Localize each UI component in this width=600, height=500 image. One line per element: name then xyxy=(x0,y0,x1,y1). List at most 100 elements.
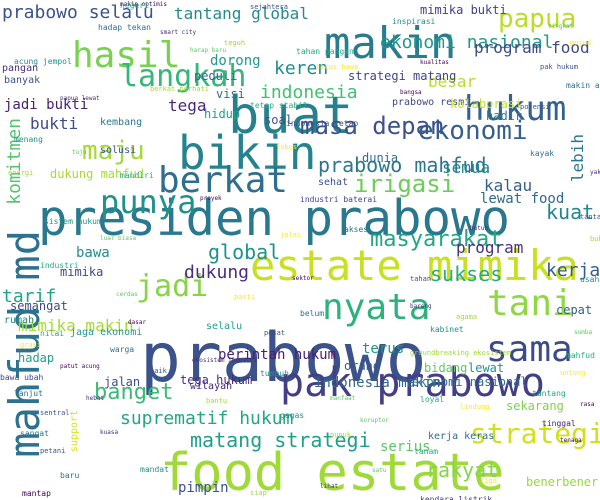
word-kendara-listrik: kendara listrik xyxy=(420,495,493,500)
word-jadi: jadi xyxy=(136,269,209,304)
word-jalan: jalan xyxy=(104,375,141,389)
word-perintah-hukum: perintah hukum xyxy=(218,347,337,363)
word-minor-tantang: tantang xyxy=(580,213,600,221)
word-jaga-ekonomi: jaga ekonomi xyxy=(70,327,143,338)
word-sehat: sehat xyxy=(318,177,349,188)
word-minor-mandat: mandat xyxy=(140,465,169,474)
word-berkat: berkat xyxy=(158,160,289,201)
word-minor-sektor: sektor xyxy=(292,275,314,282)
word-terus: terus xyxy=(362,341,405,357)
word-prabowo-resmi: prabowo resmi xyxy=(392,97,471,108)
word-minor-siap: siap xyxy=(250,489,267,497)
word-semua: semua xyxy=(442,158,491,177)
word-rakyat: rakyat xyxy=(426,458,499,482)
word-minor-loyal: loyal xyxy=(420,395,445,404)
word-minor-ekosistem-industri: ekosistem industri xyxy=(192,357,258,364)
word-program-food: program food xyxy=(474,38,590,57)
word-minor-akses: akses xyxy=(344,225,369,234)
word-pimpin: pimpin xyxy=(178,480,229,496)
word-minor-bantu: bantu xyxy=(206,397,228,405)
word-minor-smart-city: smart city xyxy=(160,29,197,36)
word-semangat: semangat xyxy=(10,299,68,313)
word-ekonomi: ekonomi xyxy=(418,116,528,146)
word-dorong: dorong xyxy=(210,53,261,69)
word-minor-baru: baru xyxy=(60,471,80,480)
word-minor-koruptor: koruptor xyxy=(360,417,389,424)
word-suprematif-hukum: suprematif hukum xyxy=(120,408,294,429)
word-bawa: bawa xyxy=(76,245,110,261)
word-selalu: selalu xyxy=(206,321,243,332)
word-minor-industri: industri xyxy=(40,261,79,270)
word-minor-kayak: kayak xyxy=(530,149,555,158)
word-minor-gagas: gagas xyxy=(280,411,305,420)
word-punya: punya xyxy=(100,183,197,221)
word-strategi-matang: strategi matang xyxy=(348,69,457,83)
word-minor-terus-bawa: terus bawa xyxy=(316,63,359,71)
word-minor-usaha: usaha xyxy=(580,275,600,284)
word-minor-mujud: mujud xyxy=(570,39,592,47)
word-rumah: rumah xyxy=(4,315,35,326)
word-lewat: lewat xyxy=(468,361,505,375)
word-minor-tetap-stabil: tetap stabil xyxy=(250,101,308,110)
word-minor-grasi: grasi xyxy=(20,341,42,349)
word-serius: serius xyxy=(380,439,431,455)
word-bukti: bukti xyxy=(30,114,79,133)
word-sekarang: sekarang xyxy=(506,399,564,413)
word-kerja: kerja xyxy=(546,260,600,281)
word-hukum: hukum xyxy=(464,89,567,129)
word-kembang: kembang xyxy=(100,117,143,128)
word-minor-sistem-hukum: sistem hukum xyxy=(44,217,102,226)
word-tantang: tantang xyxy=(532,389,566,398)
word-soal: soal xyxy=(264,113,293,127)
word-tega-hukum: tega hukum xyxy=(180,373,253,387)
word-minor-lanjut: lanjut xyxy=(14,389,43,398)
word-prabowo-mahfud: prabowo mahfud xyxy=(318,153,487,177)
word-minor-nilai: nilai xyxy=(40,329,65,338)
word-minor-lindung: lindung xyxy=(460,403,490,411)
word-global: global xyxy=(208,240,281,264)
word-program: program xyxy=(456,238,524,257)
word-peduli: peduli xyxy=(194,69,238,83)
word-papua: papua xyxy=(498,4,577,34)
word-minor-tahan-pangan: tahan pangan xyxy=(296,47,354,56)
word-minor-menang: menang xyxy=(14,135,43,144)
word-minor-dasar: dasar xyxy=(128,319,147,326)
word-minor-potensi: potensi xyxy=(520,103,550,111)
word-minor-warga: warga xyxy=(110,345,135,354)
word-sukses: sukses xyxy=(430,262,503,286)
word-pangan: pangan xyxy=(2,63,39,74)
word-minor-inspirasi: inspirasi xyxy=(392,17,436,26)
word-minor-energi: energi xyxy=(8,169,34,177)
word-besar: besar xyxy=(428,72,477,91)
word-minor-tumbuh: tumbuh xyxy=(260,369,289,378)
word-hidup: hidup xyxy=(204,107,241,121)
word-minor-hadap-tekan: hadap tekan xyxy=(98,23,151,32)
word-jadi-bukti: jadi bukti xyxy=(4,97,89,113)
word-nyata: nyata xyxy=(322,287,431,328)
word-minor-makin-optimis: makin optimis xyxy=(120,1,167,8)
word-banyak: banyak xyxy=(4,75,41,86)
word-estate-mimika: estate mimika xyxy=(250,241,579,290)
word-komitmen: komitmen xyxy=(4,118,25,205)
word-minor-teguh: teguh xyxy=(224,39,246,47)
word-industri-baterai: industri baterai xyxy=(300,195,378,204)
word-mimika: mimika xyxy=(60,265,104,279)
word-prabowo-selalu: prabowo selalu xyxy=(2,2,154,23)
word-minor-patut-acung: patut acung xyxy=(60,363,100,370)
word-minor-lihat: lihat xyxy=(320,483,339,490)
word-visi: visi xyxy=(216,87,245,101)
word-buat: buat xyxy=(228,86,354,146)
word-irigasi: irigasi xyxy=(354,170,456,198)
word-dukung-mahfud: dukung mahfud xyxy=(50,167,144,181)
word-minor-mandiri: mandiri xyxy=(120,171,154,180)
word-lebih: lebih xyxy=(568,134,587,183)
word-bikin: bikin xyxy=(178,126,317,180)
word-minor-buka: buka xyxy=(590,235,600,243)
word-presiden-prabowo: presiden prabowo xyxy=(38,190,511,247)
word-minor-tahan: tahan xyxy=(410,275,432,283)
word-mimika-bukti: mimika bukti xyxy=(420,3,507,17)
word-minor-groundbreaking-ekosistem: groundbreaking ekosistem xyxy=(410,349,512,357)
word-indonesia-makin: indonesia makin xyxy=(314,375,441,391)
word-sama: sama xyxy=(486,329,573,370)
